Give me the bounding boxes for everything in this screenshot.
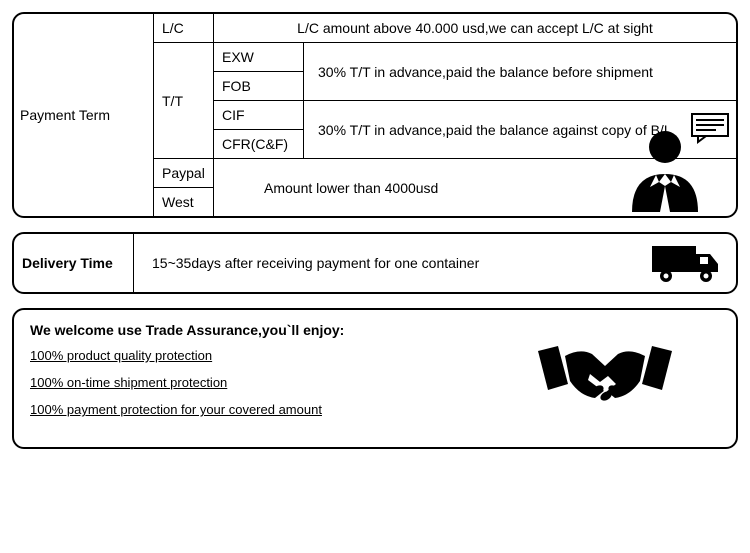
tt-exw: EXW [214, 43, 304, 72]
lc-description: L/C amount above 40.000 usd,we can accep… [214, 14, 736, 43]
assurance-box: We welcome use Trade Assurance,you`ll en… [12, 308, 738, 449]
tt-cif: CIF [214, 101, 304, 130]
delivery-text: 15~35days after receiving payment for on… [134, 255, 646, 271]
paypal-method: Paypal [154, 159, 214, 188]
businessman-icon [620, 112, 730, 212]
lc-method: L/C [154, 14, 214, 43]
delivery-label: Delivery Time [14, 234, 134, 292]
west-method: West [154, 188, 214, 216]
tt-fob: FOB [214, 72, 304, 101]
handshake-icon [530, 326, 680, 426]
tt-method: T/T [154, 43, 214, 159]
delivery-box: Delivery Time 15~35days after receiving … [12, 232, 738, 294]
assurance-item-payment: 100% payment protection for your covered… [30, 402, 530, 417]
payment-term-label: Payment Term [14, 14, 154, 216]
assurance-item-quality: 100% product quality protection [30, 348, 530, 363]
payment-term-box: Payment Term L/C L/C amount above 40.000… [12, 12, 738, 218]
tt-cfr: CFR(C&F) [214, 130, 304, 159]
truck-icon [646, 238, 726, 288]
tt-desc-1: 30% T/T in advance,paid the balance befo… [304, 43, 736, 101]
assurance-title: We welcome use Trade Assurance,you`ll en… [30, 322, 530, 338]
assurance-item-shipment: 100% on-time shipment protection [30, 375, 530, 390]
assurance-text-block: We welcome use Trade Assurance,you`ll en… [30, 322, 530, 429]
